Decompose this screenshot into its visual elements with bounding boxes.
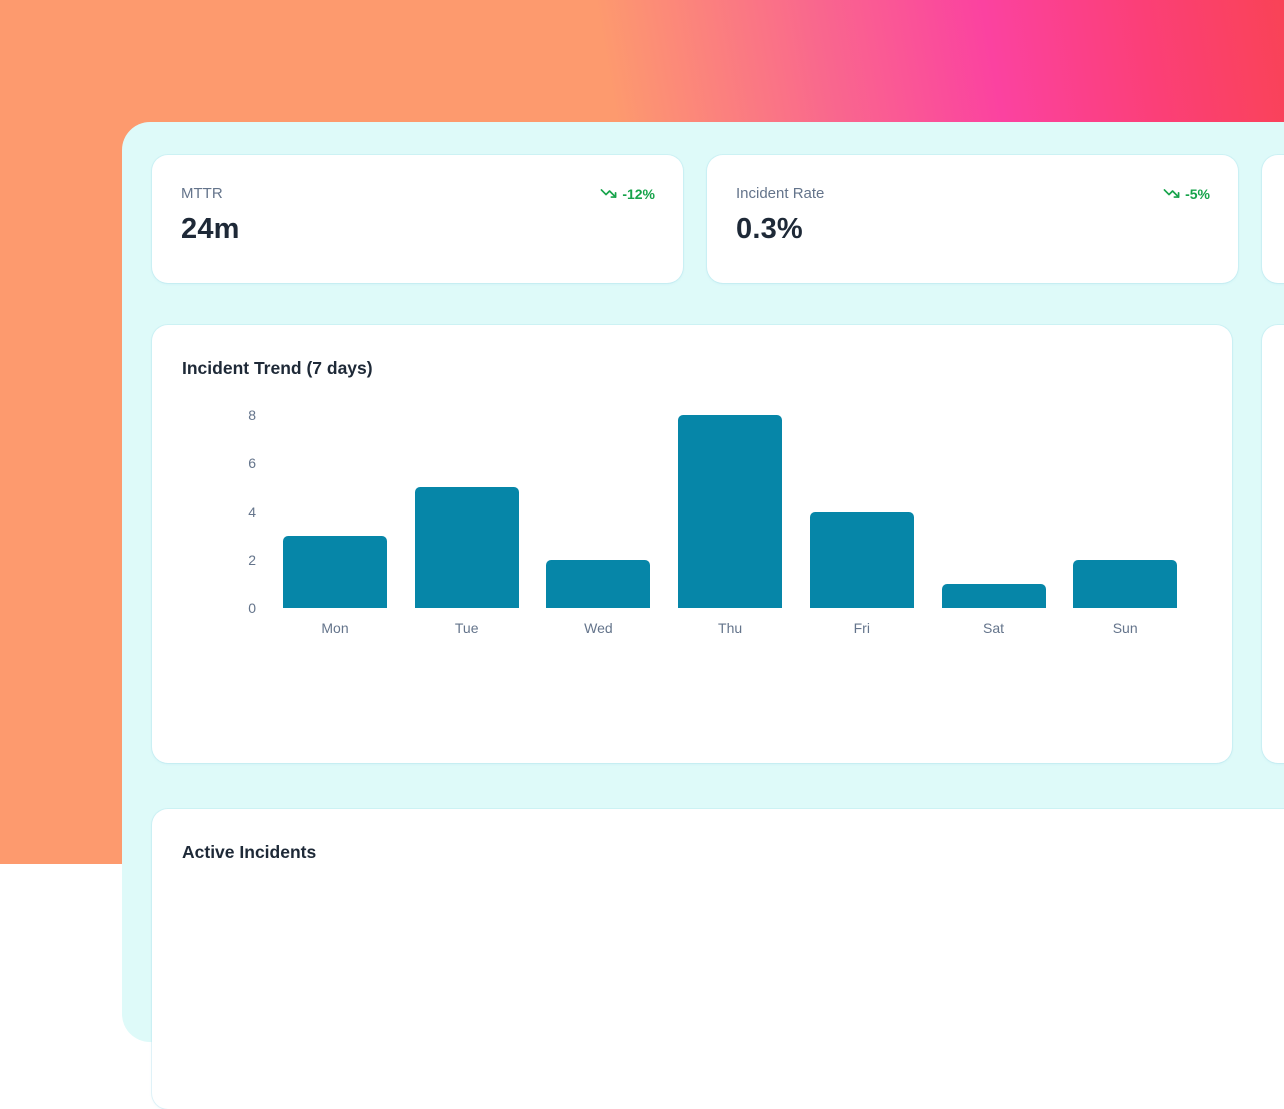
bar-sat[interactable] bbox=[941, 583, 1046, 608]
bar-mon[interactable] bbox=[283, 535, 387, 608]
kpi-label: Incident Rate bbox=[736, 185, 825, 202]
x-axis-label: Tue bbox=[454, 620, 479, 636]
kpi-trend: -12% bbox=[600, 185, 655, 202]
y-axis-tick-label: 6 bbox=[248, 455, 256, 472]
kpi-card-mttr: MTTR -12% 24m bbox=[152, 155, 683, 283]
bar-wed[interactable] bbox=[546, 559, 651, 608]
x-axis-label: Thu bbox=[718, 620, 743, 636]
kpi-value: 0.3% bbox=[736, 213, 803, 245]
x-axis-label: Sat bbox=[982, 620, 1004, 636]
x-axis-label: Fri bbox=[853, 620, 870, 636]
chart-title: Incident Trend (7 days) bbox=[182, 358, 373, 378]
chart-card-partial bbox=[1262, 325, 1284, 763]
x-axis-label: Sun bbox=[1112, 620, 1138, 636]
kpi-trend-value: -12% bbox=[622, 185, 655, 202]
kpi-trend-value: -5% bbox=[1185, 185, 1210, 202]
y-axis-tick-label: 0 bbox=[248, 600, 256, 616]
kpi-card-partial bbox=[1262, 155, 1284, 283]
bar-thu[interactable] bbox=[678, 415, 783, 608]
trending-down-icon bbox=[600, 189, 617, 198]
y-axis-tick-label: 8 bbox=[248, 407, 256, 423]
incident-trend-card: Incident Trend (7 days) 0 2 4 6 8 Mon Tue Wed Th… bbox=[152, 325, 1232, 763]
bar-fri[interactable] bbox=[809, 511, 914, 608]
y-axis-tick-label: 4 bbox=[248, 503, 256, 520]
active-incidents-title: Active Incidents bbox=[182, 842, 317, 862]
bar-sun[interactable] bbox=[1073, 559, 1178, 608]
x-axis-label: Wed bbox=[584, 620, 613, 636]
kpi-value: 24m bbox=[181, 213, 240, 245]
kpi-card-incident-rate: Incident Rate -5% 0.3% bbox=[707, 155, 1238, 283]
x-axis-label: Mon bbox=[321, 620, 349, 636]
kpi-label: MTTR bbox=[181, 185, 223, 202]
active-incidents-card: Active Incidents bbox=[152, 809, 1284, 1109]
kpi-trend: -5% bbox=[1163, 185, 1210, 202]
dashboard-panel: MTTR -12% 24m Incident Rate -5% 0.3% bbox=[122, 122, 1284, 1109]
bar-chart: 0 2 4 6 8 Mon Tue Wed Thu Fri Sat Sun bbox=[152, 325, 1232, 763]
trending-down-icon bbox=[1163, 189, 1180, 198]
y-axis-tick-label: 2 bbox=[248, 551, 256, 568]
bar-tue[interactable] bbox=[414, 487, 519, 608]
